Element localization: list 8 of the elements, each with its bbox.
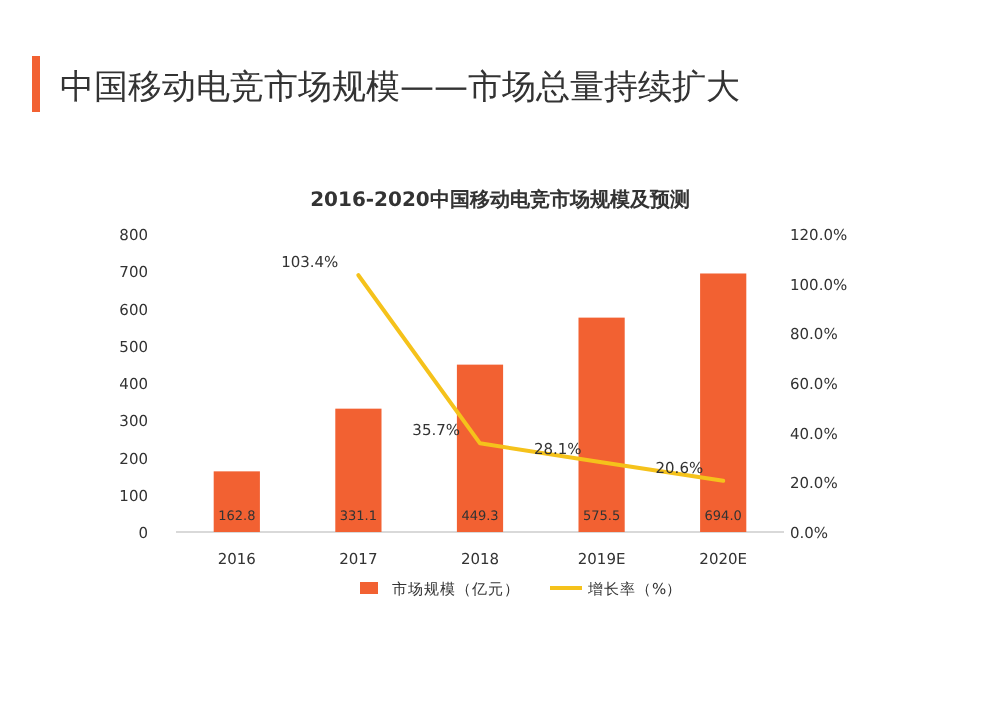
line-series xyxy=(356,273,726,483)
bar xyxy=(700,273,747,532)
bar xyxy=(335,408,382,532)
bar xyxy=(213,471,260,532)
bar xyxy=(456,364,504,532)
chart-subtitle: 2016-2020中国移动电竞市场规模及预测 xyxy=(310,188,690,212)
bar xyxy=(578,317,625,532)
chart-title: 中国移动电竞市场规模——市场总量持续扩大 xyxy=(60,68,740,108)
